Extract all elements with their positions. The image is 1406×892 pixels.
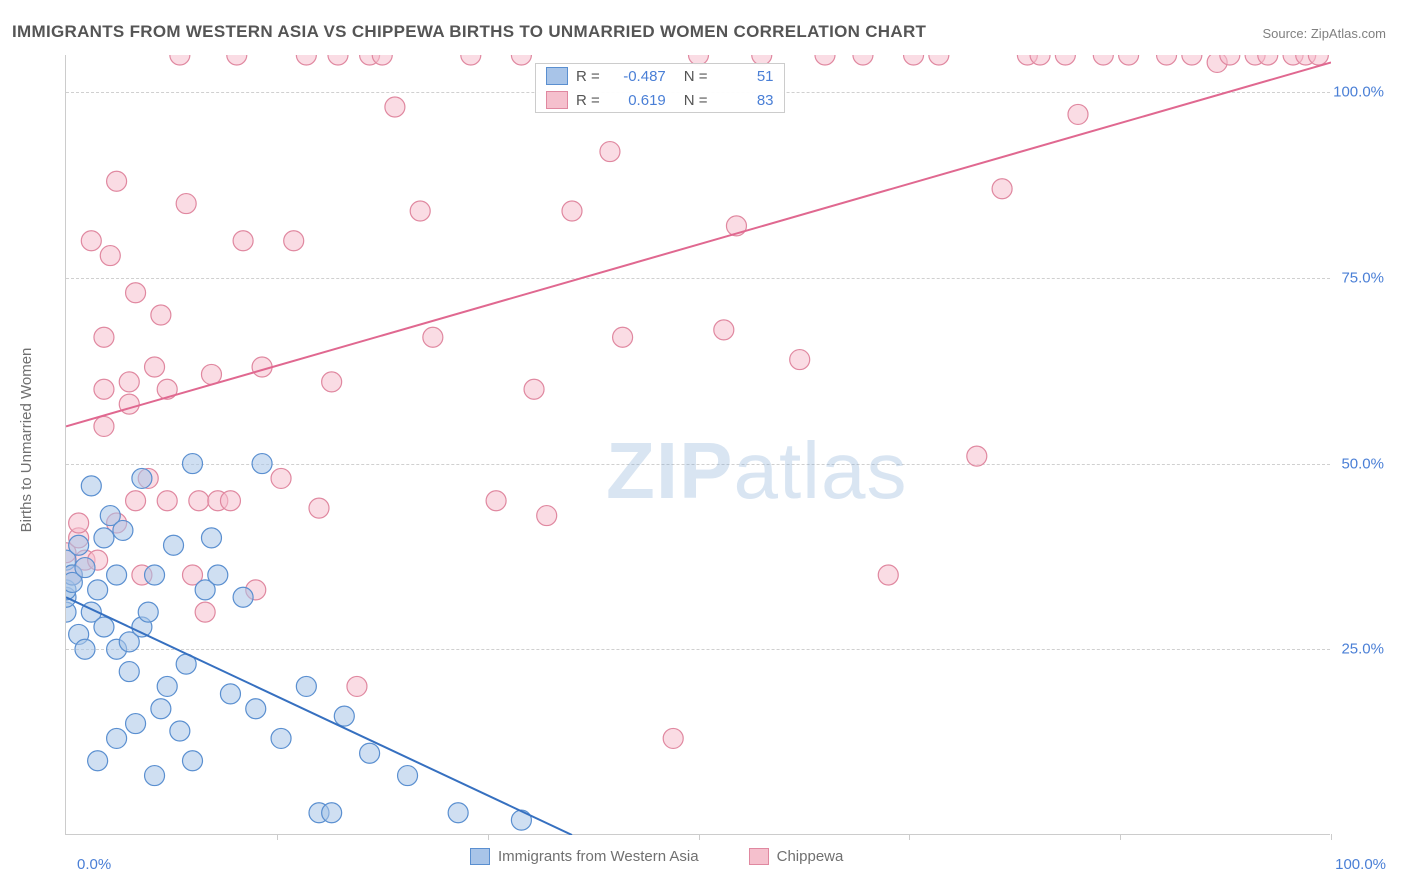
legend-label-series1: Immigrants from Western Asia bbox=[498, 848, 699, 865]
stats-row-series2: R = 0.619 N = 83 bbox=[536, 88, 784, 112]
plot-svg bbox=[66, 55, 1331, 835]
stats-swatch-series1 bbox=[546, 67, 568, 85]
plot-area: ZIPatlas bbox=[65, 55, 1330, 835]
chart-title: IMMIGRANTS FROM WESTERN ASIA VS CHIPPEWA… bbox=[12, 22, 926, 42]
legend-item-series2[interactable]: Chippewa bbox=[749, 848, 844, 865]
legend-swatch-series1 bbox=[470, 848, 490, 865]
x-axis-end-label: 100.0% bbox=[1335, 856, 1386, 873]
legend-label-series2: Chippewa bbox=[777, 848, 844, 865]
legend-swatch-series2 bbox=[749, 848, 769, 865]
stats-swatch-series2 bbox=[546, 91, 568, 109]
stats-legend-box: R = -0.487 N = 51 R = 0.619 N = 83 bbox=[535, 63, 785, 113]
chart-container: IMMIGRANTS FROM WESTERN ASIA VS CHIPPEWA… bbox=[0, 0, 1406, 892]
y-axis-label: Births to Unmarried Women bbox=[18, 348, 35, 533]
series-legend: Immigrants from Western Asia Chippewa bbox=[470, 848, 843, 865]
x-axis-start-label: 0.0% bbox=[77, 856, 111, 873]
stats-row-series1: R = -0.487 N = 51 bbox=[536, 64, 784, 88]
source-attribution: Source: ZipAtlas.com bbox=[1262, 26, 1386, 41]
legend-item-series1[interactable]: Immigrants from Western Asia bbox=[470, 848, 699, 865]
